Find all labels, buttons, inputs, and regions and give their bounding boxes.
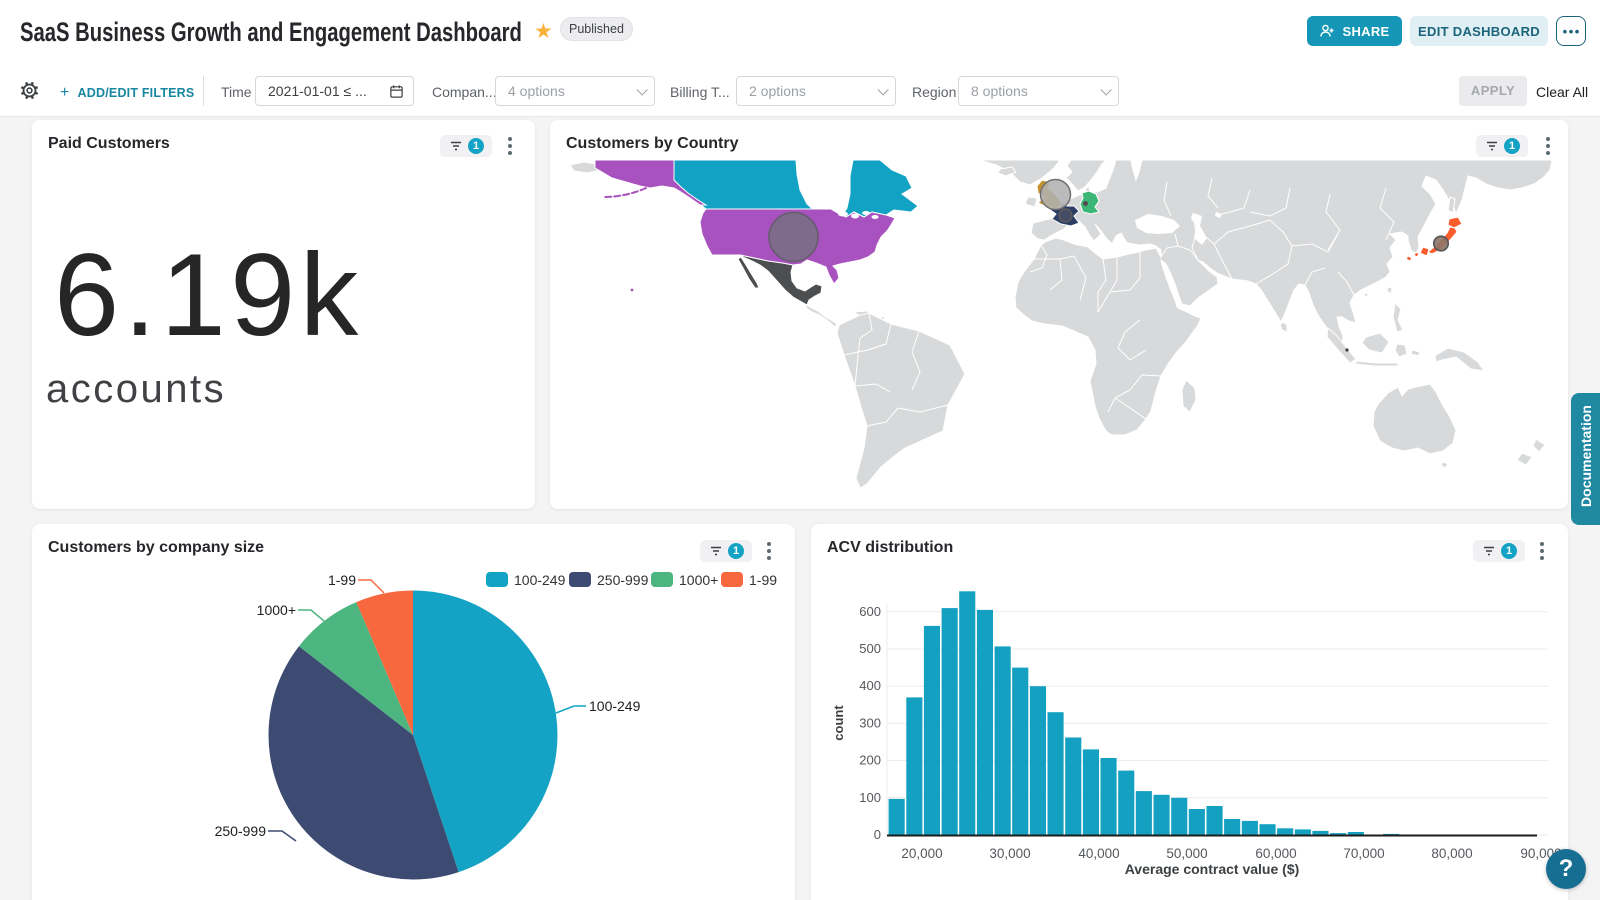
svg-text:250-999: 250-999 (597, 572, 649, 588)
svg-text:500: 500 (859, 641, 881, 656)
svg-text:100-249: 100-249 (514, 572, 566, 588)
svg-text:Average contract value ($): Average contract value ($) (1125, 861, 1300, 877)
svg-text:1-99: 1-99 (749, 572, 777, 588)
svg-text:20,000: 20,000 (901, 846, 942, 861)
svg-text:count: count (831, 705, 846, 741)
svg-text:0: 0 (874, 827, 881, 842)
svg-text:1-99: 1-99 (328, 572, 356, 588)
svg-text:50,000: 50,000 (1166, 846, 1207, 861)
svg-text:80,000: 80,000 (1431, 846, 1472, 861)
svg-text:100: 100 (859, 790, 881, 805)
svg-text:600: 600 (859, 604, 881, 619)
svg-text:400: 400 (859, 678, 881, 693)
svg-text:40,000: 40,000 (1078, 846, 1119, 861)
svg-text:30,000: 30,000 (989, 846, 1030, 861)
svg-text:1000+: 1000+ (679, 572, 718, 588)
svg-text:300: 300 (859, 715, 881, 730)
svg-text:100-249: 100-249 (589, 698, 641, 714)
svg-text:60,000: 60,000 (1255, 846, 1296, 861)
svg-text:250-999: 250-999 (215, 823, 267, 839)
svg-text:70,000: 70,000 (1343, 846, 1384, 861)
svg-text:200: 200 (859, 753, 881, 768)
svg-text:1000+: 1000+ (257, 602, 296, 618)
